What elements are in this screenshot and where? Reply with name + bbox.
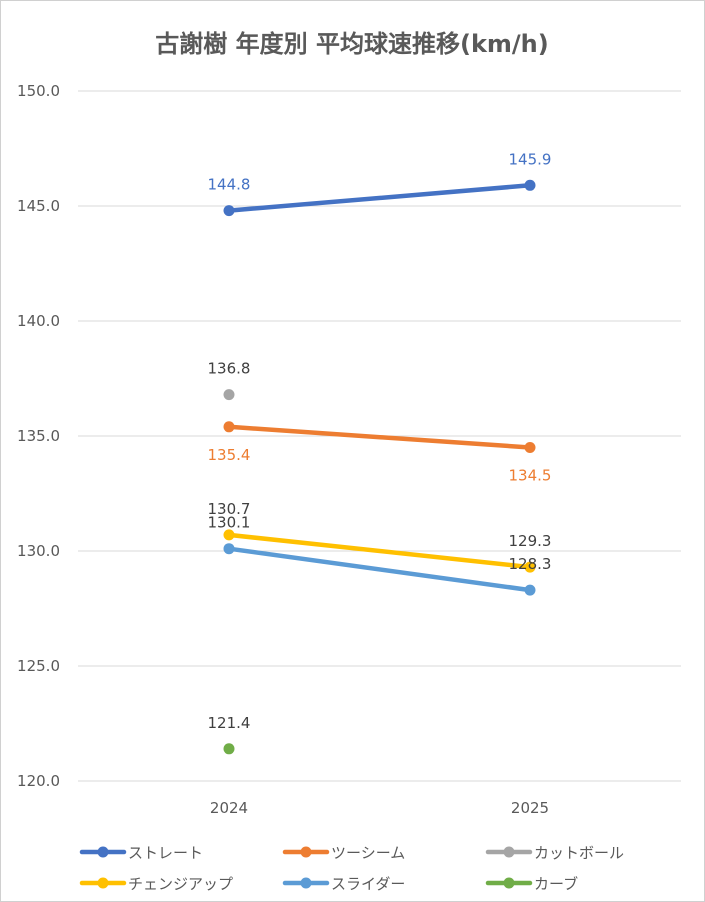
data-point <box>223 529 235 541</box>
legend-item: ストレート <box>79 844 203 862</box>
legend-swatch-marker <box>503 846 515 858</box>
data-point <box>524 179 536 191</box>
data-point <box>524 442 536 453</box>
series-lines <box>226 183 533 593</box>
legend-item: ツーシーム <box>282 844 405 862</box>
legend-swatch-marker <box>503 877 515 889</box>
y-tick-label: 125.0 <box>17 657 60 675</box>
legend-label: カットボール <box>534 844 624 862</box>
x-tick-label: 2025 <box>511 799 549 817</box>
data-label: 135.4 <box>208 446 251 464</box>
y-tick-label: 140.0 <box>17 312 60 330</box>
grid-lines <box>78 90 681 782</box>
x-axis: 2024 2025 <box>210 799 549 817</box>
series-points <box>223 179 536 755</box>
y-tick-label: 120.0 <box>17 772 60 790</box>
y-tick-label: 145.0 <box>17 197 60 215</box>
x-tick-label: 2024 <box>210 799 248 817</box>
series-line <box>226 424 533 450</box>
legend-swatch-marker <box>97 846 109 858</box>
legend-swatch-marker <box>300 846 312 858</box>
series-line <box>226 546 533 593</box>
y-axis: 120.0 125.0 130.0 135.0 140.0 145.0 150.0 <box>17 82 60 790</box>
data-label: 136.8 <box>208 360 251 378</box>
data-label: 129.3 <box>509 532 552 550</box>
chart-title: 古謝樹 年度別 平均球速推移(km/h) <box>155 30 548 58</box>
legend-label: ストレート <box>128 844 203 862</box>
data-label: 130.1 <box>208 514 251 532</box>
legend-item: スライダー <box>282 875 405 893</box>
data-label: 121.4 <box>208 714 251 732</box>
data-point <box>223 543 235 555</box>
legend-label: ツーシーム <box>331 844 405 862</box>
legend-item: カーブ <box>485 875 578 893</box>
series-line <box>226 183 533 213</box>
data-label: 144.8 <box>208 176 251 194</box>
data-label: 145.9 <box>509 150 552 168</box>
legend-label: スライダー <box>331 875 405 893</box>
data-labels: 144.8 145.9 135.4 134.5 136.8 130.7 129.3 130.1… <box>208 150 552 732</box>
legend-item: カットボール <box>485 844 624 862</box>
data-point <box>524 561 536 573</box>
data-point <box>524 584 536 596</box>
y-tick-label: 130.0 <box>17 542 60 560</box>
y-tick-label: 150.0 <box>17 82 60 100</box>
legend-label: カーブ <box>534 875 578 893</box>
legend-swatch-marker <box>97 877 109 889</box>
series-line <box>226 532 533 570</box>
data-point <box>223 205 235 217</box>
data-label: 134.5 <box>509 467 552 485</box>
data-point <box>223 743 235 755</box>
data-label: 130.7 <box>208 500 251 518</box>
data-point <box>223 421 235 433</box>
legend-label: チェンジアップ <box>128 875 233 893</box>
y-tick-label: 135.0 <box>17 427 60 445</box>
data-point <box>223 389 235 401</box>
legend-swatch-marker <box>300 877 312 889</box>
legend-item: チェンジアップ <box>79 875 233 893</box>
data-label: 128.3 <box>509 555 552 573</box>
